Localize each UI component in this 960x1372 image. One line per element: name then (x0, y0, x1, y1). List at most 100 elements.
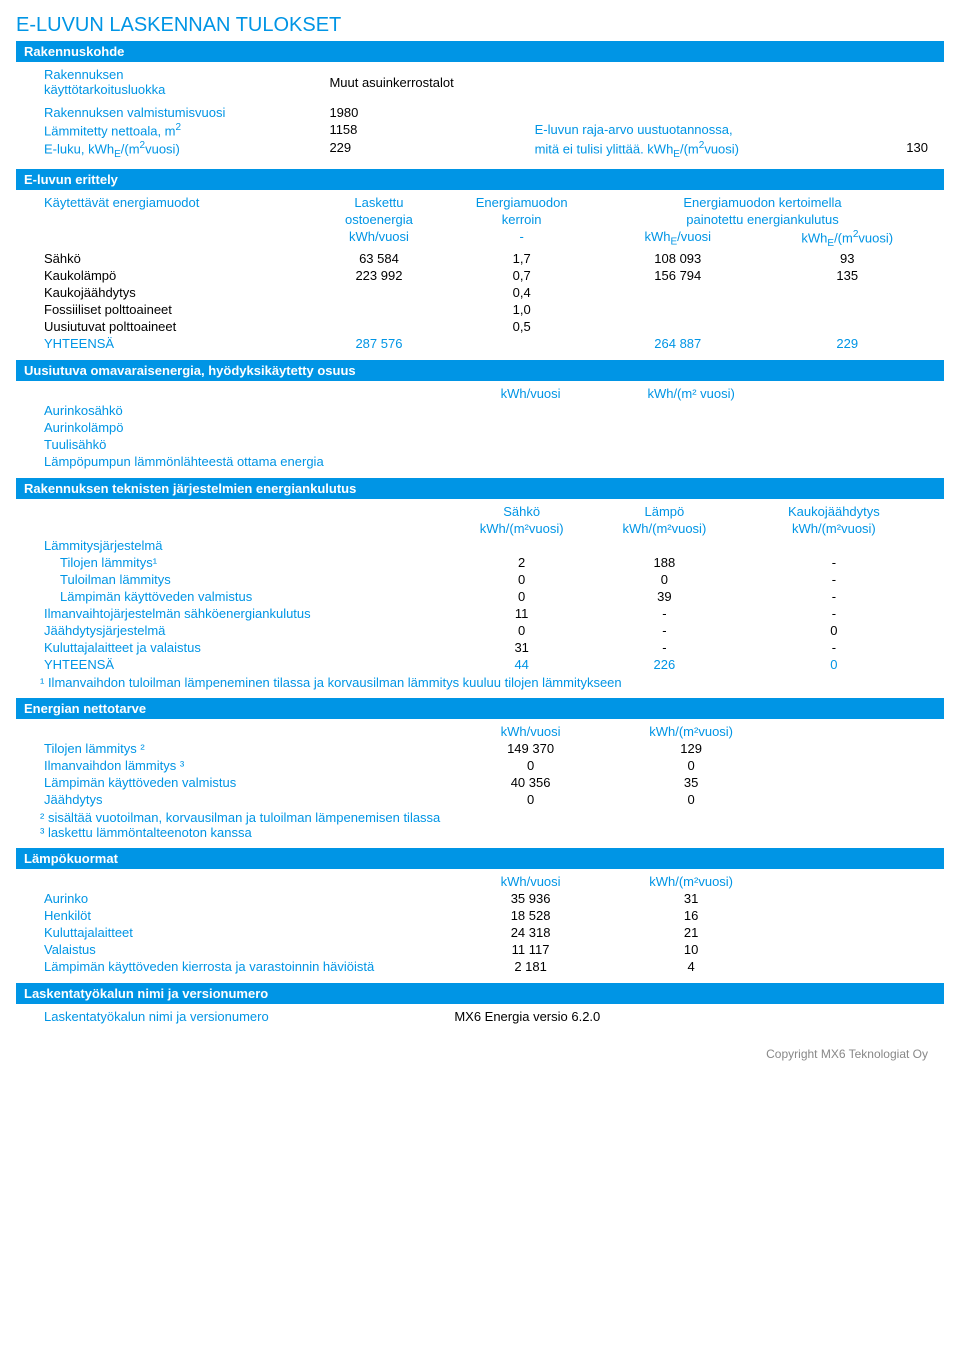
row-sahko: 0 (450, 571, 593, 588)
omavarais-table: kWh/vuosi kWh/(m² vuosi) AurinkosähköAur… (40, 385, 932, 470)
row-osto (308, 284, 451, 301)
row-label: Valaistus (40, 941, 450, 958)
table-row: Valaistus 11 117 10 (40, 941, 932, 958)
row-perm2: 93 (763, 250, 933, 267)
row-sahko: 0 (450, 622, 593, 639)
row-perm2: 35 (611, 774, 772, 791)
row-label: Kuluttajalaitteet (40, 924, 450, 941)
row-perm2: 31 (611, 890, 772, 907)
row-osto: 223 992 (308, 267, 451, 284)
row-painotettu (593, 301, 762, 318)
row-label: Henkilöt (40, 907, 450, 924)
col-header: Lämpö (593, 503, 736, 520)
row-perm2: 21 (611, 924, 772, 941)
row-label: Aurinko (40, 890, 450, 907)
laskenta-table: Laskentatyökalun nimi ja versionumero MX… (40, 1008, 932, 1025)
row-painotettu (593, 318, 762, 335)
row-perm2: 10 (611, 941, 772, 958)
row-painotettu: 108 093 (593, 250, 762, 267)
row-kwh: 0 (450, 791, 611, 808)
row-sahko: 2 (450, 554, 593, 571)
row-label: Ilmanvaihdon lämmitys ³ (40, 757, 450, 774)
laskenta-block: Laskentatyökalun nimi ja versionumero MX… (16, 1004, 944, 1033)
row-label: Sähkö (40, 250, 308, 267)
row-label: Fossiiliset polttoaineet (40, 301, 308, 318)
col-header: kWh/(m²vuosi) (450, 520, 593, 537)
row-kwh: 0 (450, 757, 611, 774)
row-sahko: 11 (450, 605, 593, 622)
table-row: Tuulisähkö (40, 436, 932, 453)
table-row: Henkilöt 18 528 16 (40, 907, 932, 924)
omavarais-block: kWh/vuosi kWh/(m² vuosi) AurinkosähköAur… (16, 381, 944, 478)
row-sahko: 31 (450, 639, 593, 656)
rakennuskohde-table: Rakennuksen käyttötarkoitusluokka Muut a… (40, 66, 932, 161)
row-painotettu: 156 794 (593, 267, 762, 284)
col-header: Käytettävät energiamuodot (40, 194, 308, 211)
row-lampo: 39 (593, 588, 736, 605)
laskenta-label: Laskentatyökalun nimi ja versionumero (40, 1008, 450, 1025)
nettotarve-table: kWh/vuosi kWh/(m²vuosi) Tilojen lämmitys… (40, 723, 932, 808)
col-header: Laskettu (308, 194, 451, 211)
table-row: Aurinkosähkö (40, 402, 932, 419)
table-row: Jäähdytysjärjestelmä 0 - 0 (40, 622, 932, 639)
col-header: ostoenergia (308, 211, 451, 228)
raja-label-l2: mitä ei tulisi ylittää. kWhE/(m2vuosi) (531, 139, 883, 161)
row-kerroin: 0,7 (450, 267, 593, 284)
section-header-tekniset: Rakennuksen teknisten järjestelmien ener… (16, 478, 944, 499)
col-header: kWh/(m²vuosi) (611, 873, 772, 890)
erittely-total-perm2: 229 (763, 335, 933, 352)
col-header: kWhE/(m2vuosi) (763, 228, 933, 250)
nettotarve-block: kWh/vuosi kWh/(m²vuosi) Tilojen lämmitys… (16, 719, 944, 848)
valmistumisvuosi-label: Rakennuksen valmistumisvuosi (40, 104, 325, 121)
row-kwh: 18 528 (450, 907, 611, 924)
row-label: Lämpimän käyttöveden valmistus (40, 774, 450, 791)
row-perm2: 16 (611, 907, 772, 924)
row-lampo: - (593, 605, 736, 622)
nettotarve-footnote2: ² sisältää vuotoilman, korvausilman ja t… (40, 808, 932, 825)
page-title: E-LUVUN LASKENNAN TULOKSET (16, 8, 944, 41)
section-header-rakennuskohde: Rakennuskohde (16, 41, 944, 62)
row-kerroin: 1,0 (450, 301, 593, 318)
tekniset-total-lampo: 226 (593, 656, 736, 673)
row-label: Aurinkolämpö (40, 419, 450, 436)
tekniset-group-label: Lämmitysjärjestelmä (40, 537, 450, 554)
row-kerroin: 0,4 (450, 284, 593, 301)
row-osto: 63 584 (308, 250, 451, 267)
tekniset-footnote: ¹ Ilmanvaihdon tuloilman lämpeneminen ti… (40, 673, 932, 690)
nettoala-label: Lämmitetty nettoala, m2 (40, 121, 325, 139)
row-label: Ilmanvaihtojärjestelmän sähköenergiankul… (40, 605, 450, 622)
row-perm2 (763, 318, 933, 335)
row-lampo: 0 (593, 571, 736, 588)
raja-label-l1: E-luvun raja-arvo uustuotannossa, (531, 121, 883, 139)
col-header: kWh/vuosi (450, 385, 611, 402)
col-header: kWh/(m²vuosi) (611, 723, 772, 740)
laskenta-value: MX6 Energia versio 6.2.0 (450, 1008, 932, 1025)
rakennuskohde-block: Rakennuksen käyttötarkoitusluokka Muut a… (16, 62, 944, 169)
row-kwh: 11 117 (450, 941, 611, 958)
table-row: Kaukolämpö 223 992 0,7 156 794 135 (40, 267, 932, 284)
row-kj: - (736, 554, 932, 571)
eluku-value: 229 (325, 139, 530, 161)
row-perm2 (763, 284, 933, 301)
page: E-LUVUN LASKENNAN TULOKSET Rakennuskohde… (0, 0, 960, 1085)
row-perm2: 0 (611, 791, 772, 808)
col-header: Energiamuodon kertoimella (593, 194, 932, 211)
label-text: käyttötarkoitusluokka (44, 82, 165, 97)
lampokuormat-table: kWh/vuosi kWh/(m²vuosi) Aurinko 35 936 3… (40, 873, 932, 975)
row-label: Jäähdytysjärjestelmä (40, 622, 450, 639)
row-kj: - (736, 639, 932, 656)
table-row: Aurinko 35 936 31 (40, 890, 932, 907)
tekniset-block: Sähkö Lämpö Kaukojäähdytys kWh/(m²vuosi)… (16, 499, 944, 698)
row-sahko: 0 (450, 588, 593, 605)
row-perm2: 0 (611, 757, 772, 774)
section-header-erittely: E-luvun erittely (16, 169, 944, 190)
row-kerroin: 1,7 (450, 250, 593, 267)
row-label: Kuluttajalaitteet ja valaistus (40, 639, 450, 656)
table-row: Uusiutuvat polttoaineet 0,5 (40, 318, 932, 335)
row-label: Tilojen lämmitys¹ (40, 554, 450, 571)
tekniset-table: Sähkö Lämpö Kaukojäähdytys kWh/(m²vuosi)… (40, 503, 932, 673)
row-lampo: - (593, 639, 736, 656)
row-kj: 0 (736, 622, 932, 639)
col-header: kWh/vuosi (308, 228, 451, 250)
erittely-total-osto: 287 576 (308, 335, 451, 352)
